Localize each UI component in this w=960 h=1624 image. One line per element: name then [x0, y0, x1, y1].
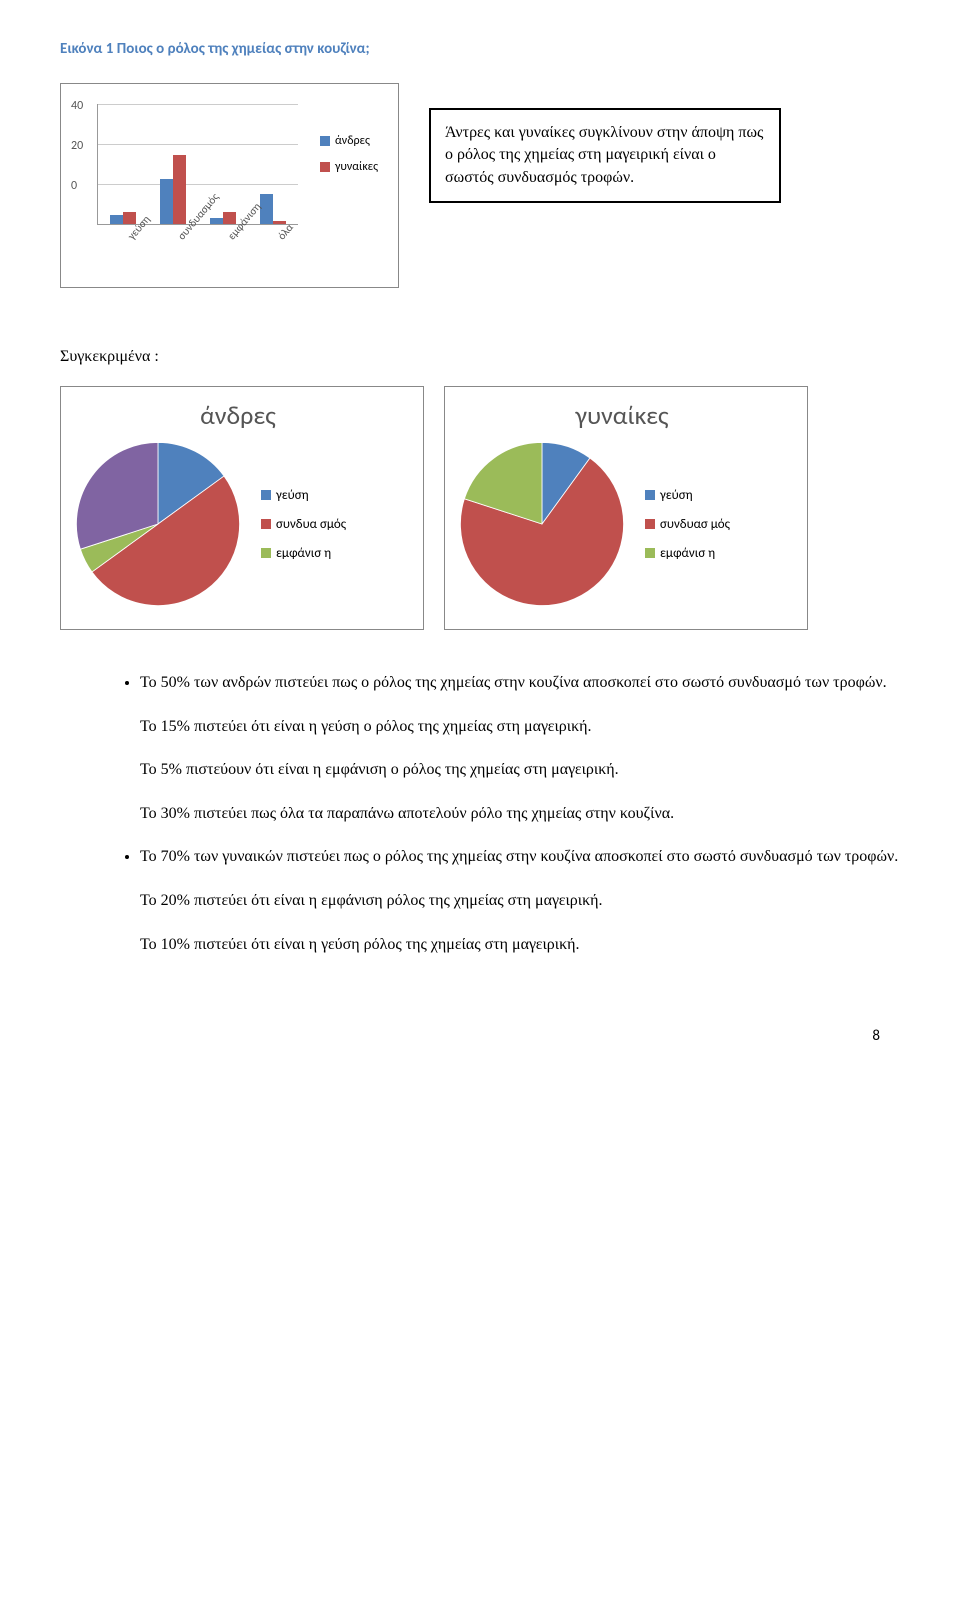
legend-label: συνδυα σμός: [276, 517, 346, 532]
pie-svg: [73, 439, 243, 609]
pie-svg: [457, 439, 627, 609]
legend-item: εμφάνισ η: [645, 546, 730, 561]
y-label: 40: [71, 99, 83, 139]
pie-title: άνδρες: [73, 399, 403, 431]
pie-row: άνδρες γεύση συνδυα σμός εμφάνισ η γυναί…: [60, 386, 900, 630]
swatch-icon: [320, 136, 330, 146]
list-item: Το 50% των ανδρών πιστεύει πως ο ρόλος τ…: [140, 670, 900, 826]
legend-item: γεύση: [261, 488, 346, 503]
legend-item: γεύση: [645, 488, 730, 503]
swatch-icon: [645, 548, 655, 558]
y-label: 20: [71, 139, 83, 179]
y-label: 0: [71, 179, 83, 219]
bullet-sub: Το 30% πιστεύει πως όλα τα παραπάνω αποτ…: [140, 801, 900, 827]
page-number: 8: [60, 1027, 900, 1045]
legend-item: συνδυασ μός: [645, 517, 730, 532]
pie-legend: γεύση συνδυα σμός εμφάνισ η: [261, 488, 346, 561]
legend-item-male: άνδρες: [320, 134, 378, 148]
bullet-text: Το 50% των ανδρών πιστεύει πως ο ρόλος τ…: [140, 674, 887, 691]
swatch-icon: [645, 519, 655, 529]
legend-label: συνδυασ μός: [660, 517, 730, 532]
bullet-sub: Το 20% πιστεύει ότι είναι η εμφάνιση ρόλ…: [140, 888, 900, 914]
legend-label: εμφάνισ η: [660, 546, 715, 561]
swatch-icon: [261, 548, 271, 558]
swatch-icon: [261, 519, 271, 529]
bullet-sub: Το 15% πιστεύει ότι είναι η γεύση ο ρόλο…: [140, 714, 900, 740]
legend-label: εμφάνισ η: [276, 546, 331, 561]
pie-legend: γεύση συνδυασ μός εμφάνισ η: [645, 488, 730, 561]
legend-label: άνδρες: [335, 134, 370, 148]
y-axis-labels: 40 20 0: [71, 99, 83, 219]
bullet-list: Το 50% των ανδρών πιστεύει πως ο ρόλος τ…: [60, 670, 900, 957]
legend-item: εμφάνισ η: [261, 546, 346, 561]
pie-chart-male: άνδρες γεύση συνδυα σμός εμφάνισ η: [60, 386, 424, 630]
bar-legend: άνδρες γυναίκες: [320, 134, 378, 279]
section-label: Συγκεκριμένα :: [60, 348, 900, 366]
list-item: Το 70% των γυναικών πιστεύει πως ο ρόλος…: [140, 844, 900, 957]
bar-chart: 40 20 0 γεύσησυνδυασμόςεμφάνισηόλα άνδρε…: [60, 83, 399, 288]
pie-title: γυναίκες: [457, 399, 787, 431]
legend-item: συνδυα σμός: [261, 517, 346, 532]
bullet-text: Το 70% των γυναικών πιστεύει πως ο ρόλος…: [140, 848, 898, 865]
legend-item-female: γυναίκες: [320, 160, 378, 174]
bar-plot: 40 20 0 γεύσησυνδυασμόςεμφάνισηόλα: [71, 94, 306, 279]
bullet-sub: Το 10% πιστεύει ότι είναι η γεύση ρόλος …: [140, 932, 900, 958]
pie-chart-female: γυναίκες γεύση συνδυασ μός εμφάνισ η: [444, 386, 808, 630]
legend-label: γυναίκες: [335, 160, 378, 174]
x-axis-labels: γεύσησυνδυασμόςεμφάνισηόλα: [97, 226, 297, 276]
swatch-icon: [320, 162, 330, 172]
info-box: Άντρες και γυναίκες συγκλίνουν στην άποψ…: [429, 108, 781, 203]
legend-label: γεύση: [276, 488, 309, 503]
swatch-icon: [261, 490, 271, 500]
legend-label: γεύση: [660, 488, 693, 503]
swatch-icon: [645, 490, 655, 500]
top-row: 40 20 0 γεύσησυνδυασμόςεμφάνισηόλα άνδρε…: [60, 83, 900, 288]
bullet-sub: Το 5% πιστεύουν ότι είναι η εμφάνιση ο ρ…: [140, 757, 900, 783]
figure-title: Εικόνα 1 Ποιος ο ρόλος της χημείας στην …: [60, 40, 900, 58]
